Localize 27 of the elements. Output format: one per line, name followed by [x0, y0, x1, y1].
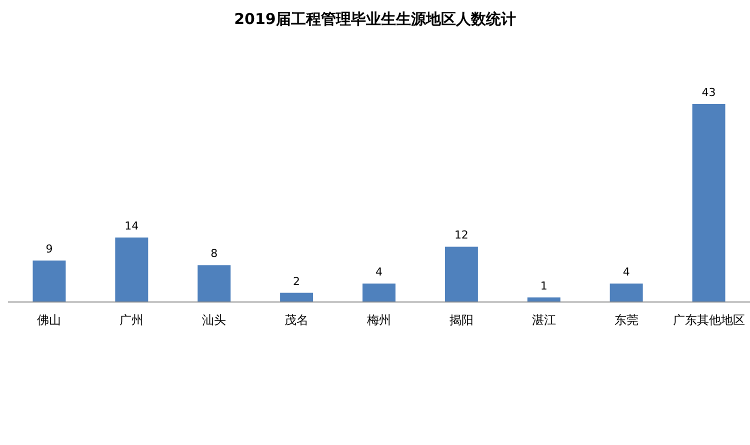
- bar: [362, 284, 396, 302]
- data-label: 1: [540, 279, 548, 292]
- bar: [280, 292, 314, 302]
- x-tick-label: 广东其他地区: [672, 313, 745, 327]
- data-label: 2: [293, 274, 300, 288]
- x-tick-label: 梅州: [366, 313, 391, 327]
- data-label: 4: [622, 266, 630, 279]
- bar: [32, 260, 66, 302]
- data-label: 8: [210, 247, 218, 260]
- data-label: 4: [376, 266, 382, 279]
- data-label: 14: [124, 220, 139, 233]
- x-tick-label: 东莞: [614, 313, 638, 327]
- x-tick-label: 揭阳: [449, 313, 474, 327]
- chart-title: 2019届工程管理毕业生生源地区人数统计: [234, 10, 516, 28]
- x-tick-label: 茂名: [284, 313, 309, 327]
- bar: [610, 284, 643, 302]
- x-tick-label: 汕头: [202, 313, 226, 327]
- bar: [692, 104, 726, 302]
- x-tick-label: 广州: [120, 313, 144, 327]
- x-tick-label: 湛江: [532, 313, 556, 327]
- bar: [115, 238, 148, 302]
- x-tick-label: 佛山: [37, 313, 62, 327]
- bar: [444, 246, 478, 302]
- data-label: 12: [454, 228, 468, 242]
- data-label: 9: [46, 242, 53, 256]
- data-label: 43: [702, 86, 716, 99]
- bar: [198, 265, 231, 302]
